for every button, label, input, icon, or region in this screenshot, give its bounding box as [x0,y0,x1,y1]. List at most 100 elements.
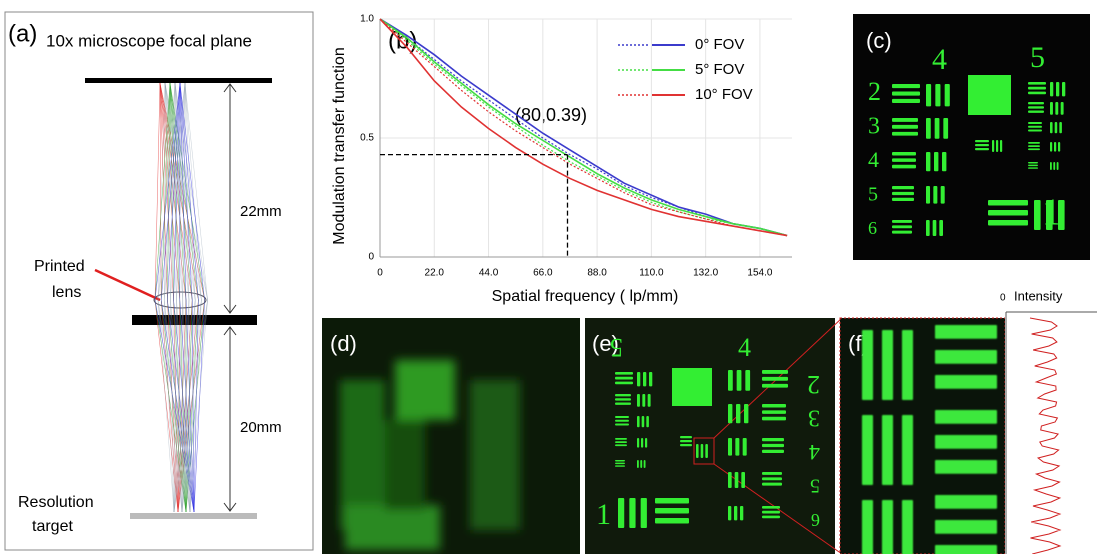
target-square [968,75,1011,115]
target-bar [655,508,689,514]
target-bar [1028,125,1042,128]
ray [167,82,195,513]
target-bar [637,438,640,448]
y-axis-title: Modulation transfer function [331,47,348,244]
element-number: 1 [596,498,611,531]
target-bar [926,220,930,236]
target-bar [762,376,788,381]
target-bar [728,506,732,521]
target-bar [728,370,733,391]
target-bar [892,124,918,129]
target-bar [637,460,639,468]
y-tick-label: 0.5 [360,133,374,144]
target-label: Resolution [18,494,94,511]
ray [184,82,208,513]
target-bar [1028,145,1040,147]
target-bar [700,444,704,458]
profile-zero: 0 [1000,293,1006,304]
target-bar [615,398,631,401]
target-bar [655,518,689,524]
arrow-heads [223,83,237,512]
panel-d: (d) [322,318,580,554]
target-bar [734,472,739,488]
target-bar [935,325,997,339]
y-tick-label: 1.0 [360,14,374,25]
x-tick-label: 154.0 [747,268,772,279]
target-bar [1050,82,1054,97]
image-background [585,318,835,554]
ray [179,82,199,513]
element-number: 2 [868,77,881,106]
target-bar [975,144,989,147]
target-bar [762,515,780,519]
target-bar [615,402,631,405]
target-bar [935,520,997,534]
target-bar [892,84,920,89]
target-label: target [32,518,73,535]
target-bar [615,394,631,397]
target-bar [762,482,782,486]
x-tick-label: 110.0 [639,268,664,279]
target-bar [862,330,873,400]
target-bar [1050,142,1053,152]
target-bar [1028,86,1046,90]
target-bar [741,472,745,488]
panel-label: (c) [866,28,892,53]
target-bar [1058,200,1065,230]
target-bar [615,444,627,447]
target-bar [762,472,782,475]
group-number: 4 [738,333,751,362]
target-bar [646,416,649,428]
target-bar [735,438,740,456]
target-bar [641,416,645,428]
target-bar [939,220,943,236]
target-bar [892,118,918,122]
target-bar [892,152,916,156]
target-bar [1053,162,1056,170]
panel-label: (d) [330,331,357,356]
target-bar [1058,142,1061,152]
lens-label: Printed [34,258,85,275]
target-bar [680,436,692,439]
target-bar [1028,164,1038,167]
target-bar [637,394,640,407]
legend-label: 5° FOV [695,61,744,78]
x-tick-label: 132.0 [693,268,718,279]
target-bar [992,140,995,152]
mtf-line-dotted [379,18,788,237]
target-bar [892,91,920,96]
target-bar [649,372,653,387]
target-bar [1050,162,1052,170]
target-bar [892,197,914,201]
target-bar [902,330,913,400]
legend-label: 0° FOV [695,36,744,53]
target-bar [1050,102,1053,115]
target-bar [892,131,918,136]
mtf-line-dotted [379,18,788,237]
distance-label: 22mm [240,203,282,220]
target-bar [935,460,997,474]
target-bar [933,186,938,204]
ray [179,82,205,513]
target-bar [926,152,931,172]
target-bar [742,438,747,456]
group-number: 4 [932,43,947,76]
lens-label: lens [52,284,81,301]
target-bar [935,435,997,449]
target-bar [892,220,912,223]
target-bar [1028,122,1042,125]
target-bar [1028,82,1046,85]
target-bar [892,230,912,234]
x-tick-label: 88.0 [587,268,607,279]
legend-label: 10° FOV [695,86,753,103]
target-bar [935,84,941,107]
target-bar [926,118,931,139]
target-bar [1062,82,1066,97]
target-bar [892,225,912,229]
element-number: 3 [808,404,820,430]
x-tick-label: 22.0 [425,268,445,279]
target-bar [1028,167,1038,169]
target-bar [615,419,629,422]
target-bar [1060,102,1064,115]
